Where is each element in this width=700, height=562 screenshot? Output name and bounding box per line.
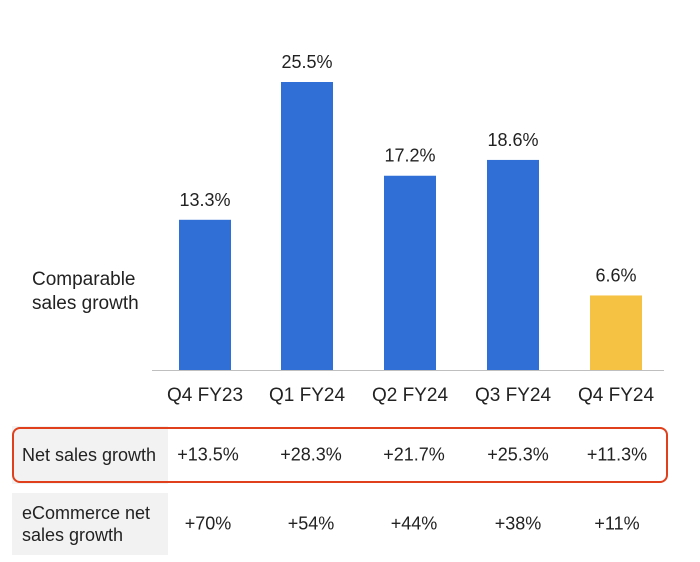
ecommerce-value-q4fy24: +11% [594,513,640,534]
bar-q3-fy24 [487,159,539,370]
bar-q4-fy23 [179,219,231,370]
data-label-3: 18.6% [487,130,538,150]
y-axis-label: Comparable sales growth [32,269,139,314]
ecommerce-value-q2fy24: +44% [390,513,438,534]
x-tick-label-0: Q4 FY23 [167,385,243,406]
bar-q1-fy24 [281,82,333,370]
net-sales-value-q2fy24: +21.7% [383,444,445,465]
data-label-2: 17.2% [384,146,435,166]
x-tick-label-4: Q4 FY24 [578,385,654,406]
row-label-ecommerce: eCommerce net sales growth [12,493,168,555]
net-sales-value-q3fy24: +25.3% [487,444,549,465]
x-tick-label-3: Q3 FY24 [475,385,551,406]
row-label-net-sales: Net sales growth [12,426,168,484]
growth-table: Net sales growth +13.5% +28.3% +21.7% +2… [0,426,700,562]
table-row-net-sales: Net sales growth +13.5% +28.3% +21.7% +2… [0,426,700,484]
net-sales-value-q1fy24: +28.3% [280,444,342,465]
ecommerce-value-q1fy24: +54% [287,513,335,534]
x-tick-label-2: Q2 FY24 [372,385,448,406]
net-sales-value-q4fy23: +13.5% [177,444,239,465]
net-sales-value-q4fy24: +11.3% [586,444,648,465]
ecommerce-value-q4fy23: +70% [184,513,232,534]
data-label-0: 13.3% [179,190,230,210]
data-label-1: 25.5% [281,52,332,72]
bar-q2-fy24 [384,175,436,370]
bar-chart: 13.3% Q4 FY23 25.5% Q1 FY24 17.2% Q2 FY24 18.6… [152,52,664,406]
table-row-ecommerce: eCommerce net sales growth +70% +54% +44… [0,493,700,555]
data-label-4: 6.6% [595,265,636,285]
ecommerce-value-q3fy24: +38% [494,513,542,534]
x-tick-label-1: Q1 FY24 [269,385,345,406]
bar-q4-fy24 [590,295,642,370]
